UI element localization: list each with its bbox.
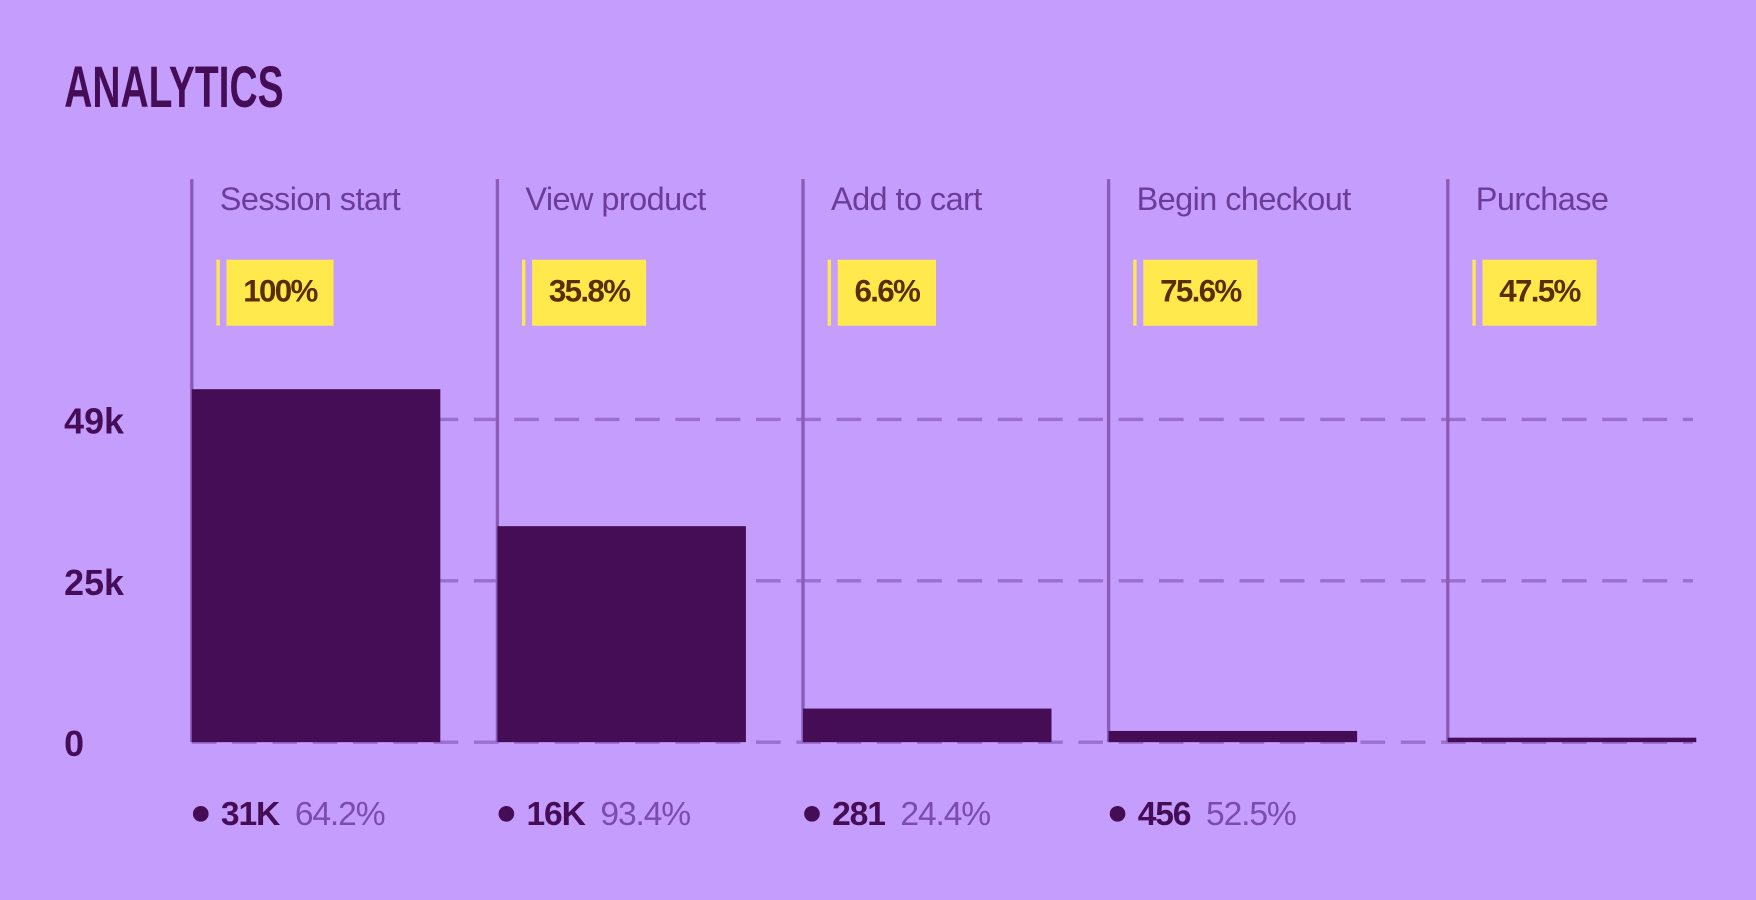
dropoff-dot <box>192 805 209 822</box>
dropoff-rate: 93.4% <box>600 796 690 833</box>
badge <box>1482 259 1597 326</box>
step-label: Add to cart <box>831 181 982 217</box>
step-label: Begin checkout <box>1137 181 1352 217</box>
dropoff-count: 281 <box>832 796 885 833</box>
step-label: Purchase <box>1476 181 1609 217</box>
dropoff-count: 16K <box>527 796 586 833</box>
dropoff-rate: 64.2% <box>295 796 385 833</box>
dropoff-rate: 52.5% <box>1206 796 1296 833</box>
bar <box>1447 737 1697 743</box>
dropoff-count: 31K <box>221 796 280 833</box>
y-tick-label: 25k <box>64 563 124 603</box>
dropoff-dot <box>1109 805 1126 822</box>
badge-accent <box>827 259 831 326</box>
badge-text: 100% <box>243 274 318 309</box>
dropoff-dot <box>498 805 515 822</box>
badge <box>837 259 936 326</box>
bar <box>191 389 441 743</box>
badge-text: 75.6% <box>1160 274 1242 309</box>
step-label: Session start <box>220 181 401 217</box>
badge <box>1143 259 1258 326</box>
badge-accent <box>522 259 526 326</box>
dropoff-dot <box>804 805 820 822</box>
badge-accent <box>1472 259 1476 326</box>
badge-text: 35.8% <box>549 274 631 309</box>
badge <box>532 259 647 326</box>
chart-title: ANALYTICS <box>64 55 283 120</box>
y-tick-label: 0 <box>64 724 84 764</box>
bar <box>1108 730 1358 743</box>
step-label: View product <box>525 181 706 217</box>
badge-accent <box>1133 259 1137 326</box>
dropoff-count: 456 <box>1138 796 1191 833</box>
badge-text: 6.6% <box>854 274 921 309</box>
badge <box>226 259 334 326</box>
y-tick-label: 49k <box>64 401 124 441</box>
badge-accent <box>216 259 220 326</box>
badge-text: 47.5% <box>1499 274 1581 309</box>
dropoff-rate: 24.4% <box>900 796 990 833</box>
bar <box>803 708 1052 743</box>
bar <box>497 526 746 743</box>
